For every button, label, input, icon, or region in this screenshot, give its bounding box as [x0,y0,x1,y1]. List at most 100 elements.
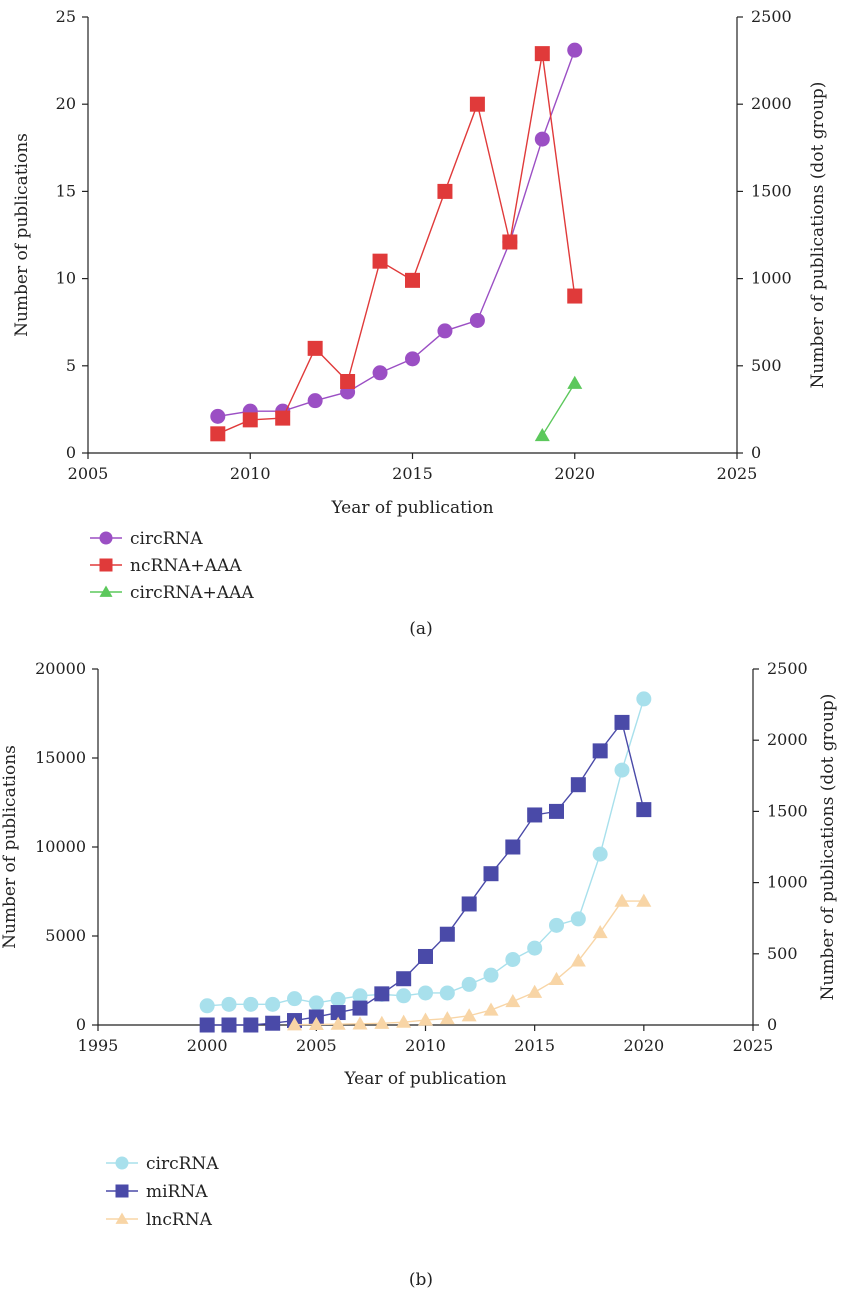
data-point [221,1017,237,1033]
y2-tick-label: 500 [751,356,782,375]
data-point [210,426,226,442]
data-point [527,984,543,998]
y2-tick-label: 2000 [767,730,808,749]
data-point [199,1017,215,1033]
y-axis-label: Number of publications [0,745,20,949]
data-point [307,340,323,356]
x-tick-label: 1995 [78,1036,119,1055]
data-point [483,866,499,882]
y2-tick-label: 2000 [751,94,792,113]
data-point [439,985,455,1001]
y-tick-label: 5000 [45,926,86,945]
data-point [461,896,477,912]
data-point [549,803,564,819]
data-point [461,1008,477,1022]
y2-axis-label: Number of publications (dot group) [818,694,838,1001]
data-point [614,762,630,778]
panel-label: (b) [409,1270,433,1290]
y-tick-label: 15000 [35,748,86,767]
x-tick-label: 2025 [733,1036,774,1055]
y2-tick-label: 0 [751,443,761,462]
data-point [570,953,586,967]
data-point [437,323,453,339]
data-point [221,996,237,1012]
y2-tick-label: 500 [767,944,798,963]
x-tick-label: 2010 [405,1036,446,1055]
data-point [372,253,388,269]
data-point [287,1017,302,1031]
data-point [330,991,346,1007]
data-point [505,951,521,967]
data-point [242,412,258,428]
data-point [418,948,433,964]
data-point [483,1002,499,1016]
panel-label: (a) [409,619,432,639]
y2-tick-label: 0 [767,1015,777,1034]
data-point [374,1015,390,1029]
x-tick-label: 2015 [392,464,433,483]
x-tick-label: 2005 [68,464,109,483]
legend-label: lncRNA [146,1210,213,1230]
y-tick-label: 0 [76,1015,86,1034]
legend-label: ncRNA+AAA [130,556,242,576]
data-point [396,988,412,1004]
series-line-circrna [217,49,576,418]
data-point [396,1014,412,1028]
data-point [567,42,583,58]
data-point [469,96,485,112]
data-point [505,994,521,1008]
data-point [592,924,608,939]
y-tick-label: 20 [56,94,76,113]
data-point [592,846,608,862]
data-point [330,1016,346,1030]
legend-marker [99,531,113,545]
data-point [527,940,543,956]
data-point [308,995,324,1011]
data-point [352,1000,368,1016]
y2-tick-label: 2500 [767,659,808,678]
data-point [307,393,323,409]
data-point [636,802,652,818]
data-point [275,410,291,426]
data-point [405,351,420,367]
y-tick-label: 25 [56,7,76,26]
data-point [374,986,390,1002]
data-point [534,428,550,442]
data-point [439,926,455,942]
y2-tick-label: 1000 [751,269,792,288]
data-point [437,183,453,199]
legend-label: circRNA+AAA [130,583,254,603]
data-point [534,131,550,147]
data-point [592,743,608,759]
data-point [405,272,420,288]
data-point [418,1012,433,1026]
series-line-ncrna-aaa [217,53,576,435]
x-tick-label: 2025 [717,464,758,483]
data-point [210,408,226,424]
series-line-mirna [207,720,645,1026]
y2-axis-label: Number of publications (dot group) [808,82,828,389]
data-point [199,998,215,1014]
y-tick-label: 10 [56,269,76,288]
data-point [570,777,586,793]
data-point [243,996,259,1012]
y-tick-label: 10000 [35,837,86,856]
legend-label: miRNA [146,1182,208,1202]
legend-marker [115,1212,129,1224]
x-axis-label: Year of publication [343,1069,506,1089]
data-point [439,1011,455,1025]
data-point [287,991,302,1007]
data-point [502,234,518,250]
data-point [527,807,543,823]
y2-tick-label: 1500 [767,801,808,820]
y-tick-label: 0 [66,443,76,462]
data-point [483,967,499,983]
x-tick-label: 2000 [187,1036,228,1055]
x-tick-label: 2015 [514,1036,555,1055]
data-point [614,893,630,907]
legend-marker [99,585,113,597]
y-axis-label: Number of publications [12,133,32,337]
legend-label: circRNA [146,1154,219,1174]
data-point [352,1016,368,1030]
x-tick-label: 2020 [623,1036,664,1055]
